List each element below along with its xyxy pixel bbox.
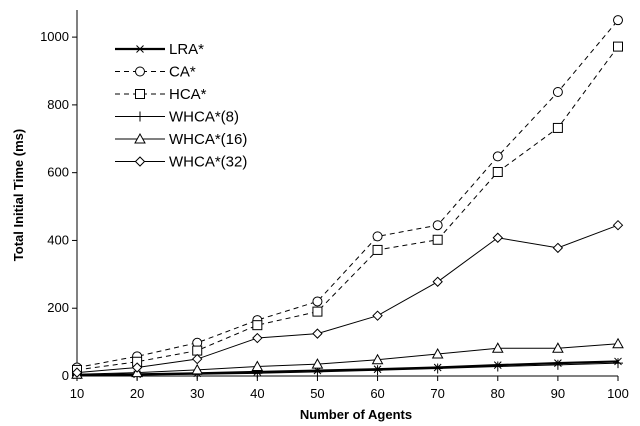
legend-item: LRA* xyxy=(115,41,204,58)
x-tick-label: 90 xyxy=(551,386,565,401)
data-point xyxy=(371,353,384,365)
data-point xyxy=(613,41,623,52)
data-point xyxy=(432,276,443,287)
y-tick-label: 0 xyxy=(62,368,69,383)
data-point xyxy=(612,219,624,231)
data-point xyxy=(372,231,383,242)
y-tick-label: 600 xyxy=(47,165,69,180)
y-tick-label: 200 xyxy=(47,300,69,315)
legend-label: WHCA*(8) xyxy=(169,109,239,126)
x-tick-label: 100 xyxy=(607,386,629,401)
data-point xyxy=(131,362,143,373)
data-point xyxy=(312,306,323,317)
series-line xyxy=(76,224,619,374)
x-tick-label: 60 xyxy=(370,386,384,401)
data-point xyxy=(491,342,504,353)
data-point xyxy=(312,296,323,307)
series-line xyxy=(76,360,619,377)
data-point xyxy=(191,363,204,375)
data-point xyxy=(613,358,623,369)
series-line xyxy=(76,343,619,375)
data-point xyxy=(135,66,145,77)
data-point xyxy=(372,310,383,321)
data-point xyxy=(612,337,624,349)
legend-label: CA* xyxy=(169,64,196,81)
x-tick-label: 50 xyxy=(310,386,324,401)
data-point xyxy=(251,360,264,372)
data-point xyxy=(135,89,145,99)
legend-label: WHCA*(16) xyxy=(169,131,247,148)
legend-item: CA* xyxy=(115,64,196,81)
data-point xyxy=(372,244,383,255)
x-tick-label: 10 xyxy=(70,386,84,401)
data-point xyxy=(432,363,443,374)
y-axis-title: Total Initial Time (ms) xyxy=(11,129,26,261)
data-point xyxy=(134,156,146,167)
data-point xyxy=(252,332,263,344)
x-tick-label: 70 xyxy=(430,386,444,401)
data-point xyxy=(192,353,203,365)
data-point xyxy=(372,365,383,376)
y-tick-label: 800 xyxy=(47,97,69,112)
series-line xyxy=(76,19,619,369)
y-tick-label: 400 xyxy=(47,232,69,247)
data-point xyxy=(312,328,323,339)
series-layer xyxy=(71,15,624,381)
data-point xyxy=(431,347,444,359)
legend-label: HCA* xyxy=(169,86,207,103)
data-point xyxy=(492,151,503,162)
legend-item: WHCA*(32) xyxy=(115,154,247,171)
data-point xyxy=(136,45,144,53)
series-line xyxy=(76,46,619,371)
data-point xyxy=(432,220,443,231)
x-tick-label: 80 xyxy=(491,386,505,401)
legend-item: WHCA*(8) xyxy=(115,109,239,126)
x-tick-label: 30 xyxy=(190,386,204,401)
series-line xyxy=(76,362,619,376)
legend-label: WHCA*(32) xyxy=(169,154,247,171)
legend-item: WHCA*(16) xyxy=(115,131,247,148)
data-point xyxy=(252,320,263,331)
series-4 xyxy=(71,337,624,379)
data-point xyxy=(613,15,623,26)
x-axis-title: Number of Agents xyxy=(300,407,412,422)
data-point xyxy=(492,232,503,243)
legend: LRA* CA* HCA* WHCA*(8) WHCA*(16) WHCA*(32) xyxy=(115,41,247,171)
series-5 xyxy=(71,219,624,378)
series-1 xyxy=(72,15,623,373)
legend-item: HCA* xyxy=(115,86,207,103)
data-point xyxy=(492,166,503,177)
x-tick-label: 40 xyxy=(250,386,264,401)
data-point xyxy=(552,359,563,370)
x-tick-label: 20 xyxy=(130,386,144,401)
data-point xyxy=(552,87,563,98)
data-point xyxy=(134,132,146,144)
y-tick-label: 1000 xyxy=(40,29,69,44)
data-point xyxy=(71,367,83,378)
data-point xyxy=(552,342,564,353)
data-point xyxy=(552,242,564,254)
data-point xyxy=(135,111,145,122)
data-point xyxy=(192,345,203,356)
data-point xyxy=(311,358,324,369)
legend-label: LRA* xyxy=(169,41,204,58)
data-point xyxy=(552,122,563,133)
data-point xyxy=(432,234,443,245)
data-point xyxy=(492,361,503,372)
